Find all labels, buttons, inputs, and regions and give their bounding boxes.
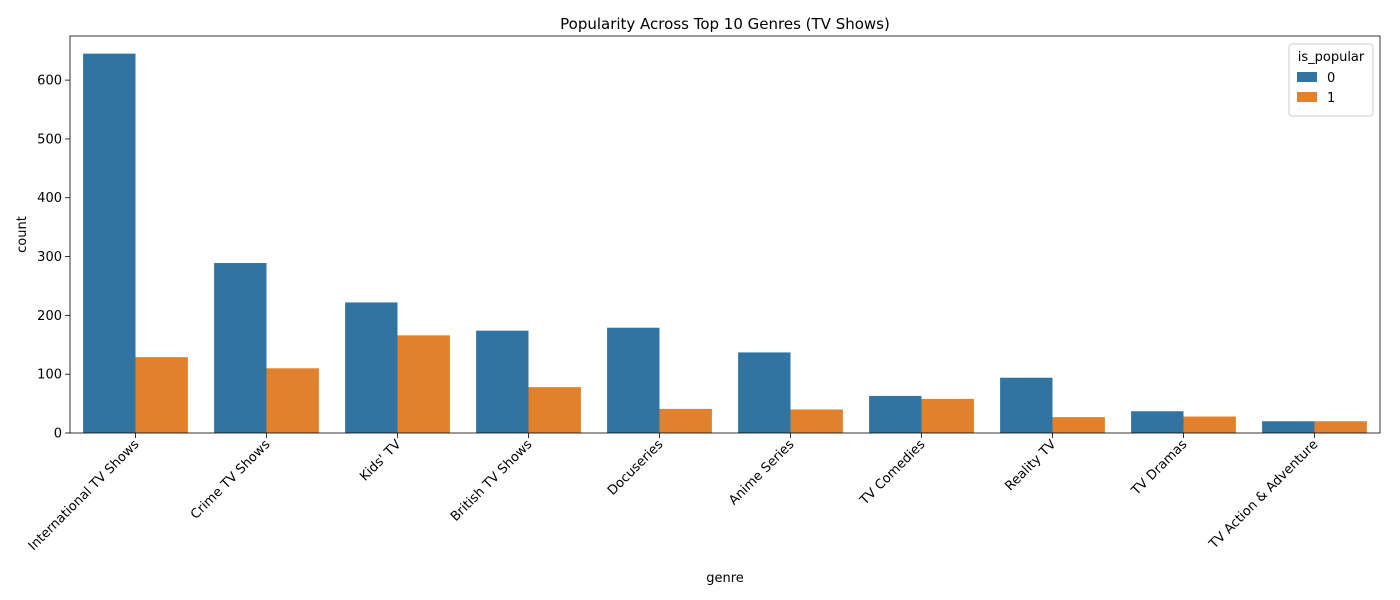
x-tick-label: British TV Shows: [448, 437, 536, 525]
bar-tv-dramas-series-0: [1131, 411, 1184, 433]
legend-entry-0: 0: [1327, 71, 1335, 86]
x-axis: International TV Shows Crime TV Shows Kids…: [26, 433, 1321, 554]
legend-title: is_popular: [1298, 50, 1365, 65]
x-tick-label: Kids' TV: [357, 437, 404, 484]
bar-tv-action-adventure-series-0: [1262, 421, 1315, 433]
bar-british-tv-shows-series-0: [476, 330, 529, 433]
bar-british-tv-shows-series-1: [528, 387, 581, 433]
legend-swatch-0: [1297, 72, 1317, 82]
x-tick-label: Anime Series: [726, 437, 797, 508]
bar-tv-comedies-series-1: [921, 398, 974, 433]
bar-reality-tv-series-1: [1052, 417, 1105, 433]
bars-group: [83, 53, 1367, 434]
bar-international-tv-shows-series-0: [83, 53, 136, 434]
y-tick-label: 400: [37, 191, 62, 206]
x-tick-label: TV Action & Adventure: [1206, 437, 1321, 552]
chart-title: Popularity Across Top 10 Genres (TV Show…: [560, 15, 890, 33]
x-tick-label: Docuseries: [605, 437, 667, 499]
bar-international-tv-shows-series-1: [135, 357, 188, 433]
x-tick-label: Crime TV Shows: [188, 437, 273, 522]
x-tick-label: International TV Shows: [26, 437, 143, 554]
plot-frame: [69, 35, 1381, 434]
bar-crime-tv-shows-series-1: [266, 368, 319, 433]
bar-anime-series-series-0: [738, 352, 791, 433]
bar-kids-tv-series-0: [345, 302, 398, 433]
y-tick-label: 0: [54, 427, 62, 442]
y-tick-label: 100: [37, 368, 62, 383]
x-tick-label: Reality TV: [1002, 437, 1059, 494]
bar-kids-tv-series-1: [397, 335, 450, 433]
y-tick-label: 200: [37, 309, 62, 324]
bar-docuseries-series-1: [659, 408, 712, 433]
y-tick-label: 300: [37, 250, 62, 265]
legend: is_popular 0 1: [1288, 43, 1374, 117]
bar-reality-tv-series-0: [1000, 377, 1053, 433]
y-axis: 0 100 200 300 400 500 600: [37, 74, 70, 442]
y-tick-label: 500: [37, 132, 62, 147]
bar-crime-tv-shows-series-0: [214, 263, 267, 433]
y-axis-label: count: [15, 216, 30, 253]
x-tick-label: TV Comedies: [857, 437, 929, 509]
bar-anime-series-series-1: [790, 409, 843, 433]
bar-docuseries-series-0: [607, 327, 660, 433]
x-axis-label: genre: [706, 571, 744, 586]
bar-tv-dramas-series-1: [1183, 416, 1236, 433]
legend-entry-1: 1: [1327, 91, 1335, 106]
legend-swatch-1: [1297, 92, 1317, 102]
bar-tv-comedies-series-0: [869, 395, 922, 433]
y-tick-label: 600: [37, 74, 62, 89]
x-tick-label: TV Dramas: [1128, 437, 1190, 499]
bar-tv-action-adventure-series-1: [1314, 421, 1367, 433]
